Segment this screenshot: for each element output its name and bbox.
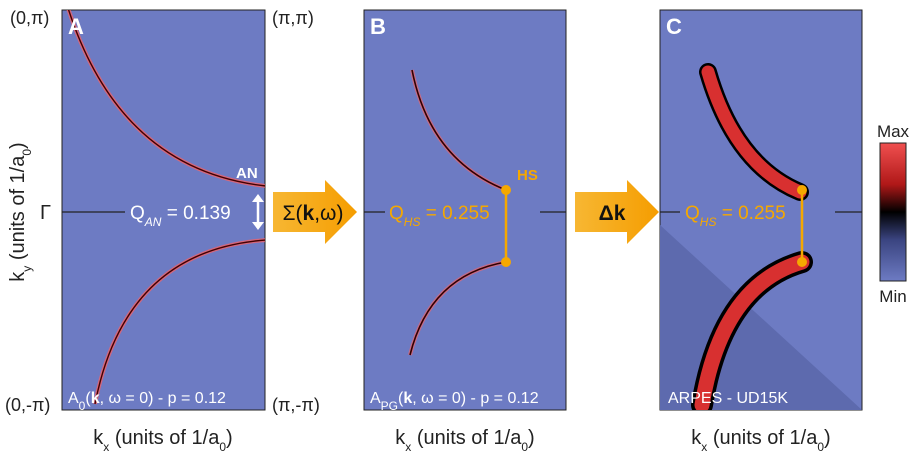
arrow-dk-label: Δk	[599, 202, 626, 225]
q-an-arrow	[252, 194, 264, 230]
gamma-label: Γ	[40, 202, 51, 224]
colorbar-max: Max	[877, 122, 910, 141]
panel-caption: ARPES - UD15K	[668, 390, 788, 407]
q-label: QAN = 0.139	[130, 203, 231, 229]
arrow-sigma-label: Σ(k,ω)	[283, 202, 344, 225]
corner-label: (0,π)	[10, 8, 49, 28]
arrow-sigma	[273, 180, 357, 244]
panel-a-curves	[66, 10, 265, 405]
x-axis-label: kx (units of 1/a0)	[93, 427, 232, 453]
x-axis-label: kx (units of 1/a0)	[691, 427, 830, 453]
panel-letter: A	[68, 14, 84, 39]
arrow-dk	[575, 180, 659, 244]
panel-caption: A0(k, ω = 0) - p = 0.12	[68, 390, 226, 413]
corner-label: (π,-π)	[272, 395, 320, 415]
panel-caption: APG(k, ω = 0) - p = 0.12	[370, 390, 539, 413]
y-axis-label: ky (units of 1/a0)	[7, 142, 34, 281]
q-label: QHS = 0.255	[389, 203, 490, 229]
colorbar	[879, 142, 907, 282]
panel-b-curves	[408, 69, 507, 356]
panel-letter: B	[370, 14, 386, 39]
panel-letter: C	[666, 14, 682, 39]
q-label: QHS = 0.255	[685, 203, 786, 229]
panel-b	[363, 9, 567, 411]
corner-label: (π,π)	[272, 8, 314, 28]
hs-connector	[501, 185, 807, 267]
point-label: HS	[517, 167, 538, 184]
panel-c-bands	[691, 63, 813, 410]
x-axis-label: kx (units of 1/a0)	[395, 427, 534, 453]
colorbar-min: Min	[879, 287, 906, 306]
corner-label: (0,-π)	[5, 395, 50, 415]
point-label: AN	[236, 165, 258, 182]
